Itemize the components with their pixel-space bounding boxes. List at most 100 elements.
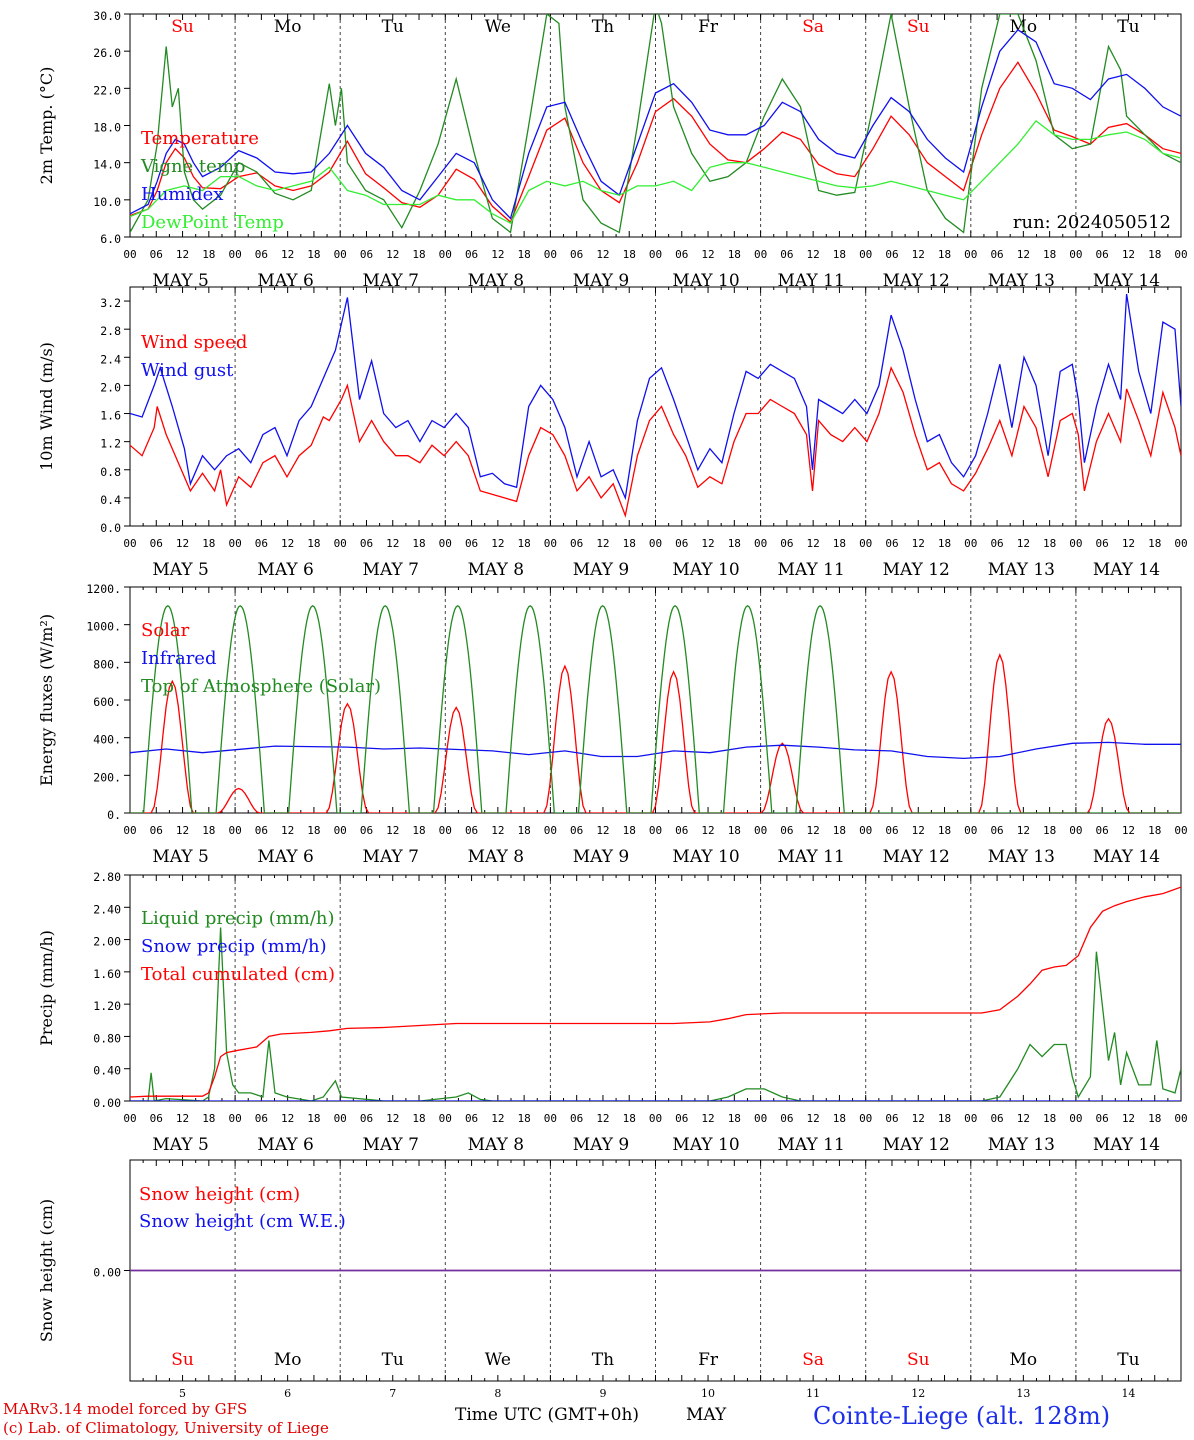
hour-tick-label: 00 [544, 248, 557, 261]
day-number: 8 [494, 1387, 501, 1400]
y-tick-label: 400. [93, 733, 121, 747]
date-label: MAY 7 [363, 560, 419, 580]
series-group [130, 293, 1181, 518]
series-group [130, 605, 1181, 813]
hour-tick-label: 00 [544, 1112, 557, 1125]
day-number: 9 [599, 1387, 606, 1400]
date-label: MAY 14 [1093, 271, 1160, 291]
panel-5: 0.00 Snow height (cm) Su Mo Tu We Th Fr Sa Su Mo Tu… [37, 1159, 1182, 1400]
hour-tick-label: 12 [701, 824, 714, 837]
hour-tick-label: 18 [833, 824, 846, 837]
hour-tick-label: 06 [465, 824, 478, 837]
hour-tick-label: 18 [833, 1112, 846, 1125]
hour-tick-label: 18 [412, 248, 425, 261]
series-line [130, 119, 1181, 224]
hour-tick-label: 18 [623, 824, 636, 837]
hour-tick-label: 06 [150, 824, 163, 837]
weekday-label: Tu [382, 1350, 404, 1370]
date-label: MAY 11 [778, 271, 845, 291]
y-tick-label: 2.8 [100, 324, 121, 338]
hour-tick-label: 18 [1043, 1112, 1056, 1125]
date-label: MAY 7 [363, 847, 419, 867]
hour-tick-label: 06 [360, 248, 373, 261]
hour-tick-label: 00 [1069, 1112, 1082, 1125]
y-tick-label: 2.0 [100, 380, 121, 394]
hour-tick-label: 06 [990, 824, 1003, 837]
hour-tick-label: 18 [412, 824, 425, 837]
hour-tick-label: 06 [1096, 1112, 1109, 1125]
date-label: MAY 9 [573, 1135, 629, 1155]
y-tick-label: 10.0 [93, 195, 121, 209]
hour-tick-label: 12 [1017, 248, 1030, 261]
y-tick-label: 800. [93, 657, 121, 671]
y-tick-label: 26.0 [93, 46, 121, 60]
y-tick-label: 1.6 [100, 409, 121, 423]
legend-entry: Infrared [141, 648, 216, 669]
hour-tick-label: 18 [1043, 248, 1056, 261]
hour-tick-label: 12 [1017, 1112, 1030, 1125]
date-label: MAY 6 [257, 1135, 313, 1155]
hour-tick-label: 12 [491, 248, 504, 261]
hour-tick-label: 00 [334, 1112, 347, 1125]
panel-1: 6.0 10.0 14.0 18.0 22.0 26.0 30.0 2m Temp. (°C)… [37, 9, 1188, 291]
date-label: MAY 6 [257, 271, 313, 291]
hour-tick-label: 06 [465, 537, 478, 550]
weekday-label: We [485, 17, 511, 37]
hour-tick-label: 00 [859, 824, 872, 837]
hour-tick-label: 12 [807, 537, 820, 550]
hour-tick-label: 00 [439, 537, 452, 550]
hour-tick-label: 12 [807, 1112, 820, 1125]
hour-tick-label: 18 [623, 248, 636, 261]
hour-tick-label: 12 [1122, 1112, 1135, 1125]
hour-tick-label: 06 [255, 537, 268, 550]
day-number: 11 [806, 1387, 820, 1400]
hour-tick-label: 12 [912, 1112, 925, 1125]
hour-tick-label: 12 [701, 1112, 714, 1125]
date-label: MAY 11 [778, 847, 845, 867]
hour-tick-label: 12 [596, 537, 609, 550]
hour-tick-label: 06 [780, 537, 793, 550]
y-axis-label: Snow height (cm) [37, 1199, 56, 1342]
date-label: MAY 12 [883, 1135, 950, 1155]
series-line [130, 28, 1181, 220]
hour-tick-label: 12 [281, 248, 294, 261]
weekday-label: Th [592, 17, 614, 37]
legend-entry: Liquid precip (mm/h) [141, 908, 335, 929]
date-label: MAY 11 [778, 560, 845, 580]
hour-tick-label: 00 [754, 824, 767, 837]
date-label: MAY 13 [988, 271, 1055, 291]
hour-tick-label: 00 [964, 1112, 977, 1125]
y-tick-label: 3.2 [100, 296, 121, 310]
hour-tick-label: 06 [990, 1112, 1003, 1125]
hour-tick-label: 00 [439, 824, 452, 837]
date-label: MAY 7 [363, 1135, 419, 1155]
date-label: MAY 8 [468, 1135, 524, 1155]
date-label: MAY 5 [152, 560, 208, 580]
y-tick-label: 200. [93, 770, 121, 784]
hour-tick-label: 06 [360, 537, 373, 550]
hour-tick-label: 06 [675, 248, 688, 261]
hour-tick-label: 18 [728, 537, 741, 550]
hour-tick-label: 12 [1122, 537, 1135, 550]
hour-tick-label: 12 [807, 824, 820, 837]
hour-tick-label: 06 [570, 537, 583, 550]
series-line [130, 741, 1181, 760]
date-label: MAY 10 [672, 1135, 739, 1155]
hour-tick-label: 12 [807, 248, 820, 261]
hour-tick-label: 12 [596, 248, 609, 261]
hour-tick-label: 12 [176, 537, 189, 550]
weekday-label: Mo [1010, 1350, 1038, 1370]
y-tick-label: 14.0 [93, 158, 121, 172]
hour-tick-label: 12 [176, 1112, 189, 1125]
y-tick-label: 1200. [86, 582, 121, 596]
hour-tick-label: 12 [912, 537, 925, 550]
hour-tick-label: 00 [334, 824, 347, 837]
hour-tick-label: 18 [412, 537, 425, 550]
y-axis-label: Energy fluxes (W/m²) [37, 614, 56, 786]
hour-tick-label: 00 [754, 537, 767, 550]
hour-tick-label: 00 [228, 537, 241, 550]
panel-3: 0. 200. 400. 600. 800. 1000. 1200. Energy fluxe… [37, 582, 1188, 867]
date-label: MAY 12 [883, 271, 950, 291]
hour-tick-label: 18 [1043, 824, 1056, 837]
y-tick-label: 18.0 [93, 121, 121, 135]
